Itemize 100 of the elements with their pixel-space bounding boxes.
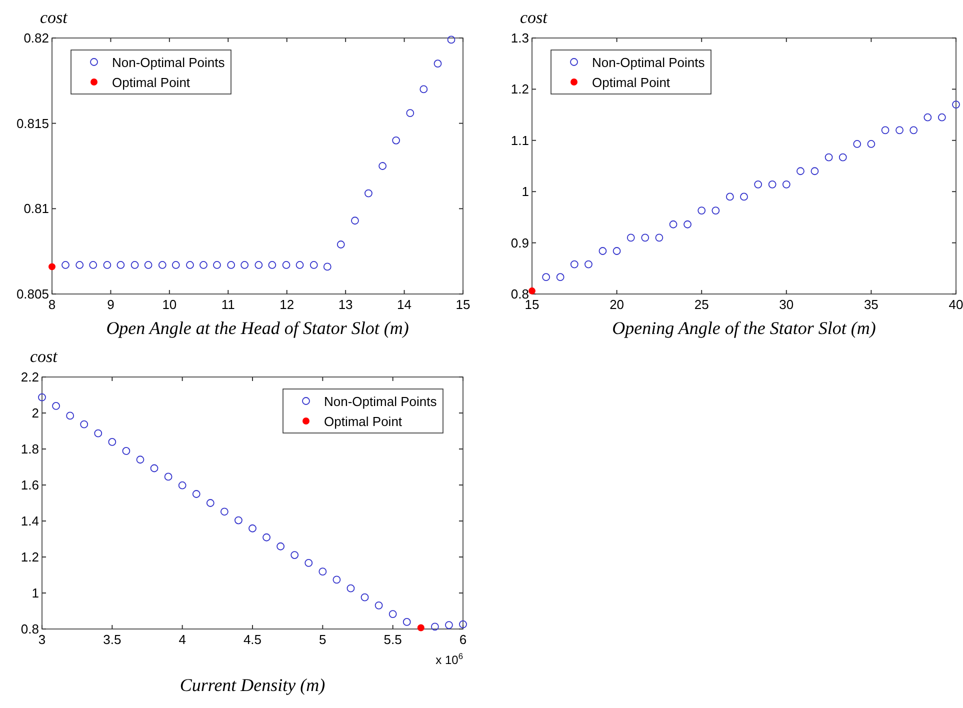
point: [434, 60, 442, 68]
point: [240, 261, 249, 269]
point: [430, 622, 439, 631]
legend-label: Non-Optimal Points: [592, 55, 706, 70]
point: [296, 261, 304, 269]
point: [570, 260, 578, 268]
x-tick-label: 5: [319, 632, 326, 647]
point: [248, 524, 256, 532]
x-tick-label: 25: [694, 297, 709, 312]
point: [598, 247, 607, 255]
point: [754, 180, 762, 188]
point: [853, 140, 862, 148]
legend-label: Non-Optimal Points: [324, 394, 438, 409]
legend-label: Non-Optimal Points: [112, 55, 226, 70]
y-tick-label: 0.8: [20, 622, 39, 636]
point: [768, 180, 776, 188]
y-tick-label: 2: [32, 406, 39, 420]
x-tick-label: 20: [610, 297, 624, 312]
point: [612, 247, 621, 255]
x-tick-label: 6: [459, 632, 467, 647]
point: [378, 162, 387, 170]
point: [158, 261, 166, 269]
point: [122, 447, 130, 455]
point: [447, 36, 456, 44]
point: [66, 412, 74, 420]
point: [712, 206, 720, 214]
point: [360, 593, 369, 602]
point: [420, 85, 428, 94]
point: [406, 109, 414, 118]
y-tick-label: 0.815: [16, 116, 49, 131]
point: [824, 153, 833, 162]
point: [52, 402, 60, 410]
point: [94, 429, 102, 438]
point: [626, 234, 635, 242]
point: [76, 261, 84, 269]
point: [867, 140, 876, 148]
x-tick-label: 3: [38, 632, 46, 647]
y-tick-label: 0.81: [24, 201, 49, 216]
x-tick-label: 40: [948, 297, 963, 312]
x-tick-label: 9: [107, 297, 114, 312]
point: [144, 261, 152, 269]
y-tick-label: 1.3: [510, 30, 529, 46]
y-axis-title: cost: [40, 8, 69, 27]
point: [62, 261, 70, 269]
point: [782, 180, 790, 188]
point: [417, 624, 424, 632]
point: [528, 287, 536, 294]
point: [952, 100, 960, 109]
point: [290, 551, 299, 559]
point: [323, 262, 332, 271]
y-tick-label: 1.8: [20, 442, 39, 456]
point: [351, 216, 359, 225]
point: [346, 584, 355, 592]
point: [220, 508, 228, 516]
y-axis-title: cost: [30, 347, 59, 366]
point: [896, 126, 904, 134]
point: [310, 261, 318, 269]
point: [641, 234, 650, 242]
point: [200, 261, 208, 269]
y-tick-label: 1: [32, 586, 39, 600]
point: [192, 490, 200, 498]
text: x 10$^{6}$: [436, 651, 464, 667]
y-tick-label: 1.2: [510, 82, 529, 97]
point: [38, 393, 46, 402]
point: [726, 192, 734, 201]
x-tick-label: 3.5: [103, 632, 122, 647]
point: [740, 192, 748, 201]
point: [684, 220, 692, 228]
y-tick-label: 1.1: [510, 132, 529, 148]
point: [172, 261, 180, 269]
point: [332, 576, 341, 584]
point: [938, 113, 946, 122]
point: [103, 261, 112, 269]
x-tick-label: 35: [864, 297, 878, 312]
point: [556, 273, 564, 282]
x-tick-label: 10: [162, 297, 177, 312]
point: [924, 113, 932, 122]
point: [459, 620, 467, 628]
point: [810, 167, 819, 176]
x-axis-title: Current Density (m): [180, 675, 326, 695]
point: [254, 261, 263, 269]
x-axis-title: Open Angle at the Head of Stator Slot (m): [106, 318, 409, 338]
y-axis-title: cost: [520, 8, 549, 27]
point: [48, 263, 56, 270]
y-tick-label: 1: [522, 184, 529, 200]
point: [282, 261, 290, 269]
point: [445, 621, 453, 629]
y-tick-label: 0.805: [16, 286, 49, 302]
legend-label: Optimal Point: [324, 414, 402, 429]
point: [227, 261, 236, 269]
point: [881, 126, 890, 134]
x-tick-label: 8: [48, 297, 56, 312]
point: [262, 533, 270, 542]
point: [234, 516, 242, 524]
point: [336, 240, 345, 248]
point: [186, 261, 194, 269]
point: [178, 481, 186, 490]
x-tick-label: 11: [221, 297, 235, 312]
x-tick-label: 15: [456, 297, 470, 312]
point: [318, 568, 327, 576]
